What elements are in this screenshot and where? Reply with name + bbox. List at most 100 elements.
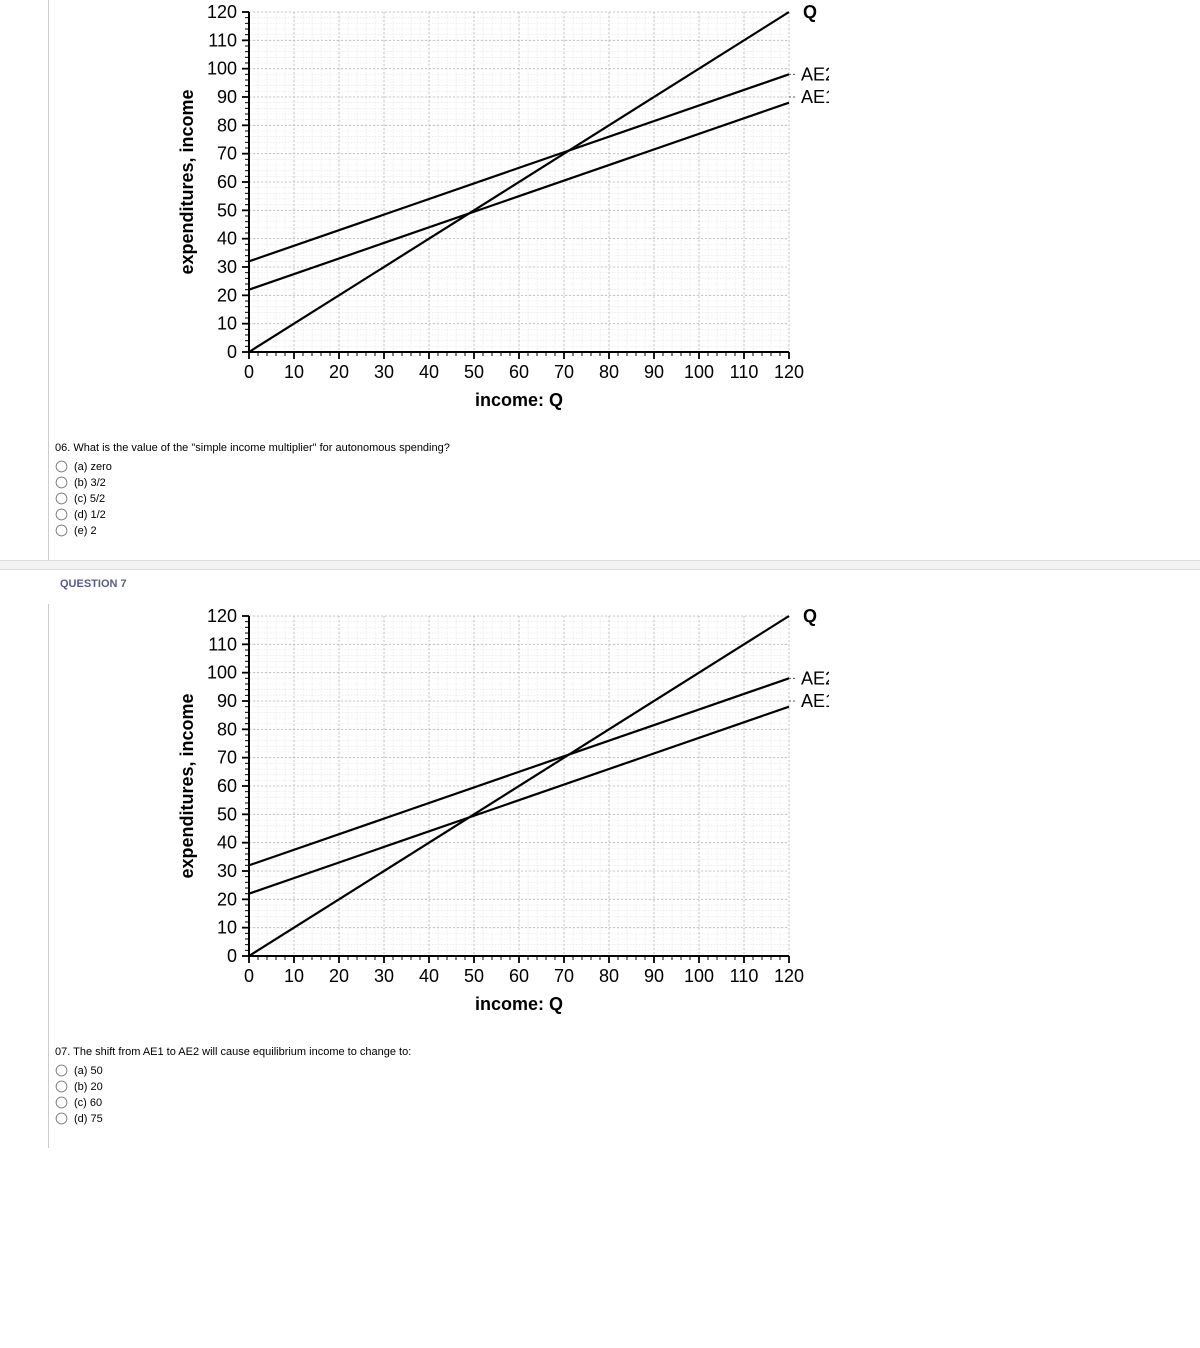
svg-text:10: 10: [284, 362, 304, 382]
svg-text:Q: Q: [803, 608, 817, 626]
q6-option-b-label: (b) 3/2: [74, 477, 106, 489]
question-6-options: (a) zero (b) 3/2 (c) 5/2 (d) 1/2 (e) 2: [55, 460, 1200, 537]
svg-text:0: 0: [227, 342, 237, 362]
q7-option-d[interactable]: (d) 75: [55, 1112, 1200, 1125]
svg-text:50: 50: [464, 362, 484, 382]
svg-text:20: 20: [217, 285, 237, 305]
svg-text:AE1: AE1: [801, 87, 829, 107]
svg-text:120: 120: [774, 966, 804, 986]
svg-text:90: 90: [217, 691, 237, 711]
question-7-header: QUESTION 7: [60, 578, 1200, 590]
svg-text:40: 40: [217, 229, 237, 249]
svg-text:40: 40: [217, 833, 237, 853]
svg-text:30: 30: [217, 257, 237, 277]
q7-option-b-label: (b) 20: [74, 1081, 103, 1093]
svg-text:90: 90: [217, 87, 237, 107]
svg-text:120: 120: [207, 4, 237, 22]
question-7-text: 07. The shift from AE1 to AE2 will cause…: [55, 1046, 1200, 1058]
svg-text:60: 60: [509, 362, 529, 382]
svg-text:80: 80: [599, 966, 619, 986]
svg-text:0: 0: [244, 362, 254, 382]
svg-text:100: 100: [207, 59, 237, 79]
svg-text:70: 70: [217, 144, 237, 164]
svg-text:80: 80: [599, 362, 619, 382]
svg-text:110: 110: [730, 966, 759, 986]
svg-text:10: 10: [284, 966, 304, 986]
q7-radio-b[interactable]: [56, 1081, 68, 1093]
q7-radio-d[interactable]: [56, 1113, 68, 1125]
q7-option-a[interactable]: (a) 50: [55, 1064, 1200, 1077]
q6-option-e-label: (e) 2: [74, 525, 97, 537]
svg-text:70: 70: [217, 748, 237, 768]
q6-radio-b[interactable]: [56, 477, 68, 489]
svg-text:120: 120: [207, 608, 237, 626]
question-7-options: (a) 50 (b) 20 (c) 60 (d) 75: [55, 1064, 1200, 1125]
q6-option-c-label: (c) 5/2: [74, 493, 105, 505]
svg-text:0: 0: [227, 946, 237, 966]
svg-text:AE2: AE2: [801, 64, 829, 84]
q6-option-b[interactable]: (b) 3/2: [55, 476, 1200, 489]
q6-option-a[interactable]: (a) zero: [55, 460, 1200, 473]
ae-chart-svg: 0102030405060708090100110120010203040506…: [89, 4, 829, 424]
q6-radio-a[interactable]: [56, 461, 68, 473]
svg-text:100: 100: [207, 663, 237, 683]
svg-text:120: 120: [774, 362, 804, 382]
svg-text:40: 40: [419, 362, 439, 382]
q6-radio-d[interactable]: [56, 509, 68, 521]
ae-chart-svg-2: 0 10 20 30 40 50 60 70 80 90 100 110 120 0 10 20 30 40 50 6…: [89, 608, 829, 1028]
q7-option-d-label: (d) 75: [74, 1113, 103, 1125]
q6-option-c[interactable]: (c) 5/2: [55, 492, 1200, 505]
q6-option-e[interactable]: (e) 2: [55, 524, 1200, 537]
q6-radio-c[interactable]: [56, 493, 68, 505]
svg-text:70: 70: [554, 966, 574, 986]
svg-text:70: 70: [554, 362, 574, 382]
q7-radio-a[interactable]: [56, 1065, 68, 1077]
svg-text:50: 50: [217, 804, 237, 824]
svg-text:20: 20: [329, 362, 349, 382]
q6-option-d[interactable]: (d) 1/2: [55, 508, 1200, 521]
svg-text:100: 100: [684, 362, 714, 382]
svg-text:10: 10: [217, 314, 237, 334]
svg-text:50: 50: [464, 966, 484, 986]
svg-text:0: 0: [244, 966, 254, 986]
chart-q6: 0102030405060708090100110120010203040506…: [89, 4, 1200, 424]
svg-text:AE1: AE1: [801, 691, 829, 711]
chart-q7: 0 10 20 30 40 50 60 70 80 90 100 110 120 0 10 20 30 40 50 6…: [89, 608, 1200, 1028]
svg-text:30: 30: [217, 861, 237, 881]
svg-text:income: Q: income: Q: [475, 994, 563, 1014]
q7-radio-c[interactable]: [56, 1097, 68, 1109]
svg-text:110: 110: [730, 362, 759, 382]
svg-text:10: 10: [217, 918, 237, 938]
svg-text:90: 90: [644, 966, 664, 986]
question-7-block: 0 10 20 30 40 50 60 70 80 90 100 110 120 0 10 20 30 40 50 6…: [48, 604, 1200, 1148]
svg-text:20: 20: [217, 889, 237, 909]
q6-radio-e[interactable]: [56, 525, 68, 537]
svg-text:20: 20: [329, 966, 349, 986]
question-6-block: 0102030405060708090100110120010203040506…: [48, 0, 1200, 560]
q7-option-a-label: (a) 50: [74, 1065, 103, 1077]
svg-text:50: 50: [217, 200, 237, 220]
section-divider: [0, 560, 1200, 570]
q6-option-a-label: (a) zero: [74, 461, 112, 473]
q7-option-c[interactable]: (c) 60: [55, 1096, 1200, 1109]
question-6-text: 06. What is the value of the "simple inc…: [55, 442, 1200, 454]
svg-text:expenditures, income: expenditures, income: [177, 89, 197, 274]
svg-text:60: 60: [509, 966, 529, 986]
svg-text:expenditures, income: expenditures, income: [177, 693, 197, 878]
svg-text:60: 60: [217, 776, 237, 796]
svg-text:40: 40: [419, 966, 439, 986]
svg-text:80: 80: [217, 115, 237, 135]
svg-text:80: 80: [217, 719, 237, 739]
q7-option-b[interactable]: (b) 20: [55, 1080, 1200, 1093]
svg-text:30: 30: [374, 966, 394, 986]
q6-option-d-label: (d) 1/2: [74, 509, 106, 521]
svg-text:100: 100: [684, 966, 714, 986]
svg-text:110: 110: [208, 30, 237, 50]
svg-text:AE2: AE2: [801, 668, 829, 688]
svg-text:30: 30: [374, 362, 394, 382]
svg-text:110: 110: [208, 634, 237, 654]
svg-text:90: 90: [644, 362, 664, 382]
svg-text:income: Q: income: Q: [475, 390, 563, 410]
q7-option-c-label: (c) 60: [74, 1097, 102, 1109]
svg-text:Q: Q: [803, 4, 817, 22]
